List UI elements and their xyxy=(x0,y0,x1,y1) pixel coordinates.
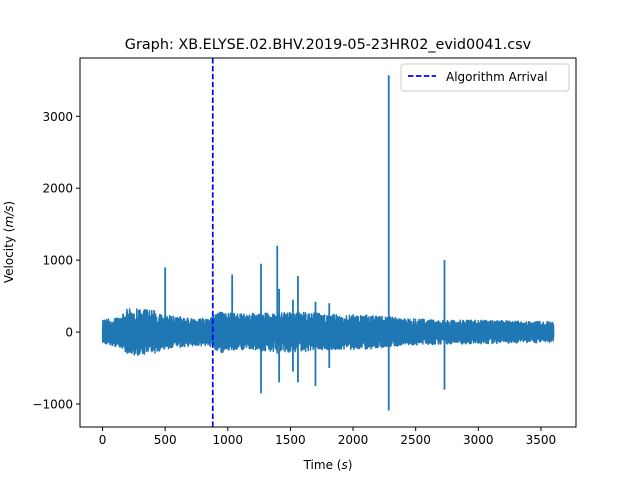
x-tick-label: 3000 xyxy=(463,433,494,447)
legend-box xyxy=(400,63,570,92)
x-tick-label: 3500 xyxy=(526,433,557,447)
legend-label-algorithm-arrival: Algorithm Arrival xyxy=(446,70,548,84)
series-trace-velocity xyxy=(101,308,555,356)
y-tick-label: 0 xyxy=(65,326,73,340)
x-tick-label: 2500 xyxy=(400,433,431,447)
legend: Algorithm Arrival xyxy=(400,63,570,92)
x-axis-label: Time (s) xyxy=(303,458,353,472)
y-tick-label: −1000 xyxy=(32,397,73,411)
plot-area-frame xyxy=(79,57,577,428)
y-axis-label: Velocity (m/s) xyxy=(2,201,16,283)
x-tick-label: 1500 xyxy=(275,433,306,447)
x-tick-label: 500 xyxy=(154,433,177,447)
chart-title: Graph: XB.ELYSE.02.BHV.2019-05-23HR02_ev… xyxy=(125,37,532,53)
x-tick-label: 1000 xyxy=(213,433,244,447)
y-tick-label: 2000 xyxy=(42,182,73,196)
y-tick-label: 3000 xyxy=(42,110,73,124)
y-tick-label: 1000 xyxy=(42,254,73,268)
x-tick-label: 0 xyxy=(99,433,107,447)
x-tick-label: 2000 xyxy=(338,433,369,447)
